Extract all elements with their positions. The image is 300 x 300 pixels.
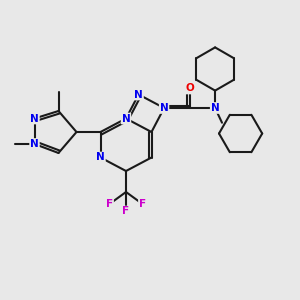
Text: F: F <box>139 199 146 209</box>
Text: N: N <box>160 103 169 113</box>
Text: O: O <box>185 83 194 94</box>
Text: N: N <box>211 103 220 113</box>
Text: N: N <box>134 89 143 100</box>
Text: N: N <box>96 152 105 163</box>
Text: F: F <box>122 206 130 217</box>
Text: N: N <box>30 139 39 149</box>
Text: N: N <box>122 113 130 124</box>
Text: N: N <box>30 113 39 124</box>
Text: F: F <box>106 199 113 209</box>
